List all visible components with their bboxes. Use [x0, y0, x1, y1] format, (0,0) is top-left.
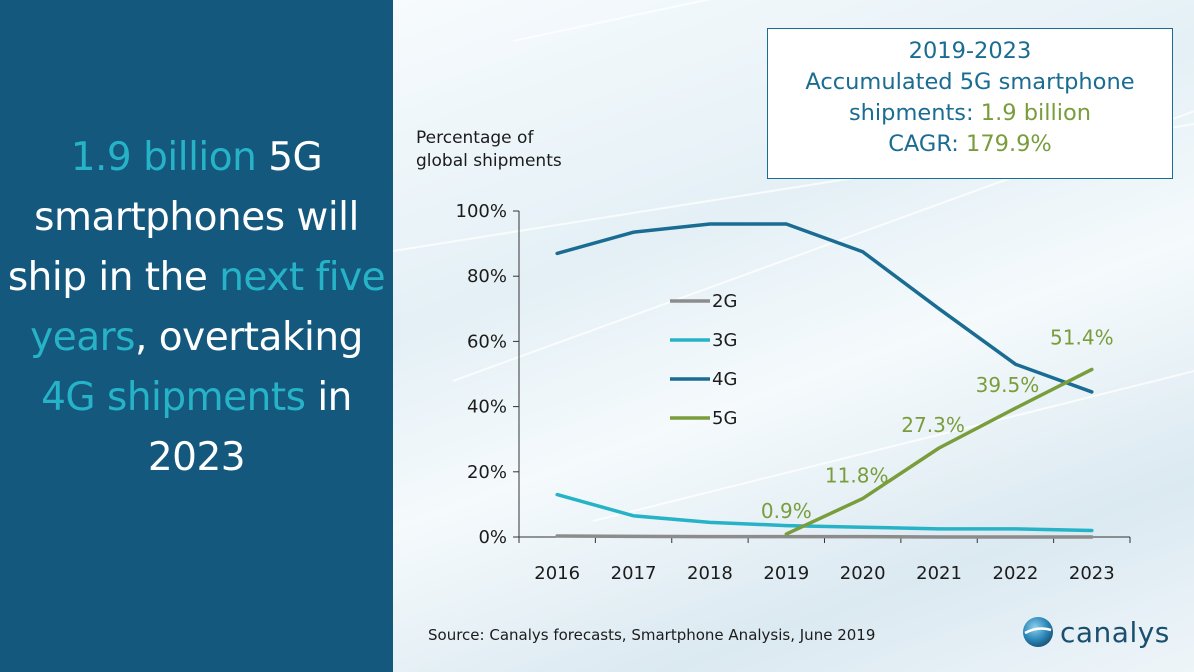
headline-text-3: in 2023	[147, 375, 353, 480]
callout-period: 2019-2023	[908, 38, 1032, 64]
y-axis-title-line-1: Percentage of	[416, 128, 534, 148]
series-line-3g	[555, 492, 1094, 533]
x-tick-label: 2019	[763, 563, 809, 584]
series-line-5g	[784, 367, 1094, 536]
headline-highlight-1: 1.9 billion	[70, 135, 257, 180]
y-tick-label: 80%	[467, 266, 507, 287]
x-tick-label: 2023	[1069, 563, 1115, 584]
legend-label-4g: 4G	[712, 369, 737, 390]
data-label-5g: 0.9%	[761, 499, 812, 523]
x-tick-label: 2022	[993, 563, 1039, 584]
x-tick-label: 2018	[687, 563, 733, 584]
source-note: Source: Canalys forecasts, Smartphone An…	[428, 626, 876, 644]
headline-text-2: , overtaking	[134, 315, 363, 360]
legend-label-5g: 5G	[712, 408, 737, 429]
globe-icon	[1023, 617, 1053, 647]
callout-cagr-label: CAGR:	[888, 131, 967, 157]
callout-cagr-value: 179.9%	[966, 131, 1052, 157]
logo-text: canalys	[1060, 615, 1170, 649]
y-axis-title: Percentage of global shipments	[416, 127, 562, 173]
callout-shipments-value: 1.9 billion	[980, 100, 1092, 126]
x-tick-label: 2020	[840, 563, 886, 584]
series-line-2g	[555, 534, 1094, 539]
y-tick-label: 40%	[467, 397, 507, 418]
left-panel: 1.9 billion 5G smartphones will ship in …	[0, 0, 393, 672]
headline-highlight-3: 4G shipments	[41, 375, 306, 420]
data-label-5g: 11.8%	[825, 464, 889, 488]
data-label-5g: 39.5%	[976, 373, 1040, 397]
y-tick-label: 0%	[478, 527, 507, 548]
data-label-5g: 51.4%	[1050, 325, 1114, 349]
canalys-logo: canalys	[1022, 614, 1170, 650]
data-label-5g: 27.3%	[901, 413, 965, 437]
legend-label-2g: 2G	[712, 291, 737, 312]
y-axis-title-line-2: global shipments	[416, 151, 562, 171]
series-line-4g	[555, 222, 1094, 394]
callout-shipments-label: shipments:	[848, 100, 981, 126]
x-tick-label: 2021	[916, 563, 962, 584]
callout-title: Accumulated 5G smartphone	[805, 69, 1135, 95]
headline: 1.9 billion 5G smartphones will ship in …	[0, 128, 393, 488]
x-tick-label: 2016	[534, 563, 580, 584]
y-tick-label: 100%	[456, 201, 507, 222]
x-tick-label: 2017	[611, 563, 657, 584]
y-tick-label: 20%	[467, 462, 507, 483]
legend-label-3g: 3G	[712, 330, 737, 351]
headline-highlight-2: next five years	[30, 255, 386, 360]
headline-text-1: 5G smartphones will ship in the	[7, 135, 360, 300]
y-tick-label: 60%	[467, 331, 507, 352]
callout-box: 2019-2023 Accumulated 5G smartphone ship…	[767, 28, 1173, 179]
